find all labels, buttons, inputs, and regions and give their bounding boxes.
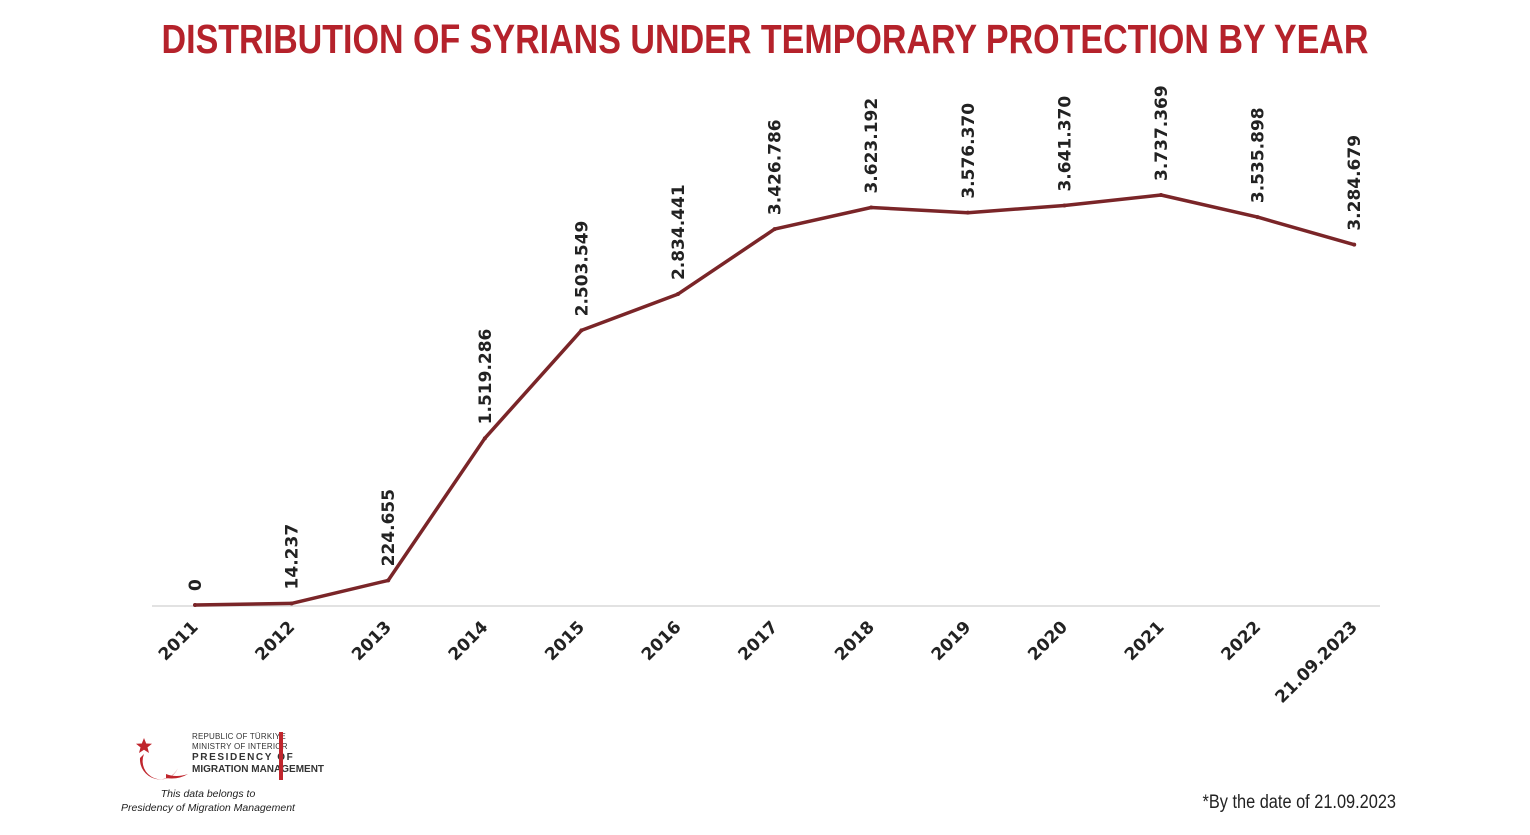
data-point-2022: [1255, 215, 1260, 220]
data-label-2015: 2.503.549: [572, 221, 592, 317]
data-point-2021: [1159, 193, 1163, 197]
data-label-2018: 3.623.192: [862, 98, 882, 194]
data-point-2018: [869, 205, 874, 210]
data-label-2014: 1.519.286: [476, 329, 496, 425]
x-tick-2013: 2013: [348, 617, 396, 665]
x-tick-2012: 2012: [252, 617, 300, 665]
data-labels: 0 14.237 224.655 1.519.286 2.503.549 2.834.44…: [186, 85, 1365, 607]
data-label-2021: 3.737.369: [1152, 85, 1172, 181]
x-tick-labels: 2011 2012 2013 2014 2015 2016 2017 2018 2019 2020…: [155, 617, 1362, 707]
chart-title: DISTRIBUTION OF SYRIANS UNDER TEMPORARY …: [161, 16, 1369, 62]
logo-text-migration: MIGRATION MANAGEMENT: [192, 764, 325, 775]
data-label-21.09.2023: 3.284.679: [1345, 135, 1365, 231]
series-line: [193, 193, 1356, 607]
logo-text-ministry: MINISTRY OF INTERIOR: [192, 742, 288, 751]
x-tick-2019: 2019: [928, 617, 976, 665]
data-label-2020: 3.641.370: [1055, 96, 1075, 192]
data-point-2015: [579, 328, 584, 333]
x-tick-2021: 2021: [1121, 617, 1169, 665]
x-tick-2015: 2015: [541, 617, 589, 665]
credit-line-1: This data belongs to: [160, 788, 256, 800]
x-tick-2022: 2022: [1218, 617, 1266, 665]
x-tick-21.09.2023: 21.09.2023: [1272, 617, 1362, 707]
data-point-2011: [193, 603, 197, 607]
data-point-2013: [386, 578, 391, 583]
data-label-2016: 2.834.441: [669, 184, 689, 280]
data-point-2014: [482, 436, 487, 441]
x-tick-2014: 2014: [445, 617, 493, 665]
x-tick-2018: 2018: [831, 617, 879, 665]
logo-divider-bar: [279, 732, 283, 780]
credit-line-2: Presidency of Migration Management: [121, 802, 295, 814]
x-tick-2017: 2017: [735, 617, 783, 665]
data-label-2011: 0: [186, 579, 206, 591]
footnote: *By the date of 21.09.2023: [1202, 792, 1396, 813]
data-label-2022: 3.535.898: [1249, 107, 1269, 203]
data-credit: This data belongs to Presidency of Migra…: [118, 787, 298, 815]
data-point-2019: [965, 210, 970, 215]
logo: REPUBLIC OF TÜRKIYE MINISTRY OF INTERIOR…: [132, 732, 324, 822]
x-tick-2011: 2011: [155, 617, 203, 665]
logo-text-presidency: PRESIDENCY OF: [192, 752, 295, 763]
data-point-2017: [772, 227, 777, 232]
data-point-2012: [289, 601, 294, 606]
data-point-2016: [676, 292, 680, 297]
x-tick-2020: 2020: [1024, 617, 1072, 665]
data-label-2012: 14.237: [283, 524, 303, 590]
data-label-2013: 224.655: [379, 489, 399, 566]
logo-text-republic: REPUBLIC OF TÜRKIYE: [192, 732, 286, 741]
data-point-2020: [1062, 203, 1067, 208]
x-tick-2016: 2016: [638, 617, 686, 665]
data-point-21.09.2023: [1352, 242, 1357, 247]
data-label-2019: 3.576.370: [959, 103, 979, 199]
crescent-star-icon: [136, 738, 188, 780]
data-label-2017: 3.426.786: [766, 119, 786, 215]
